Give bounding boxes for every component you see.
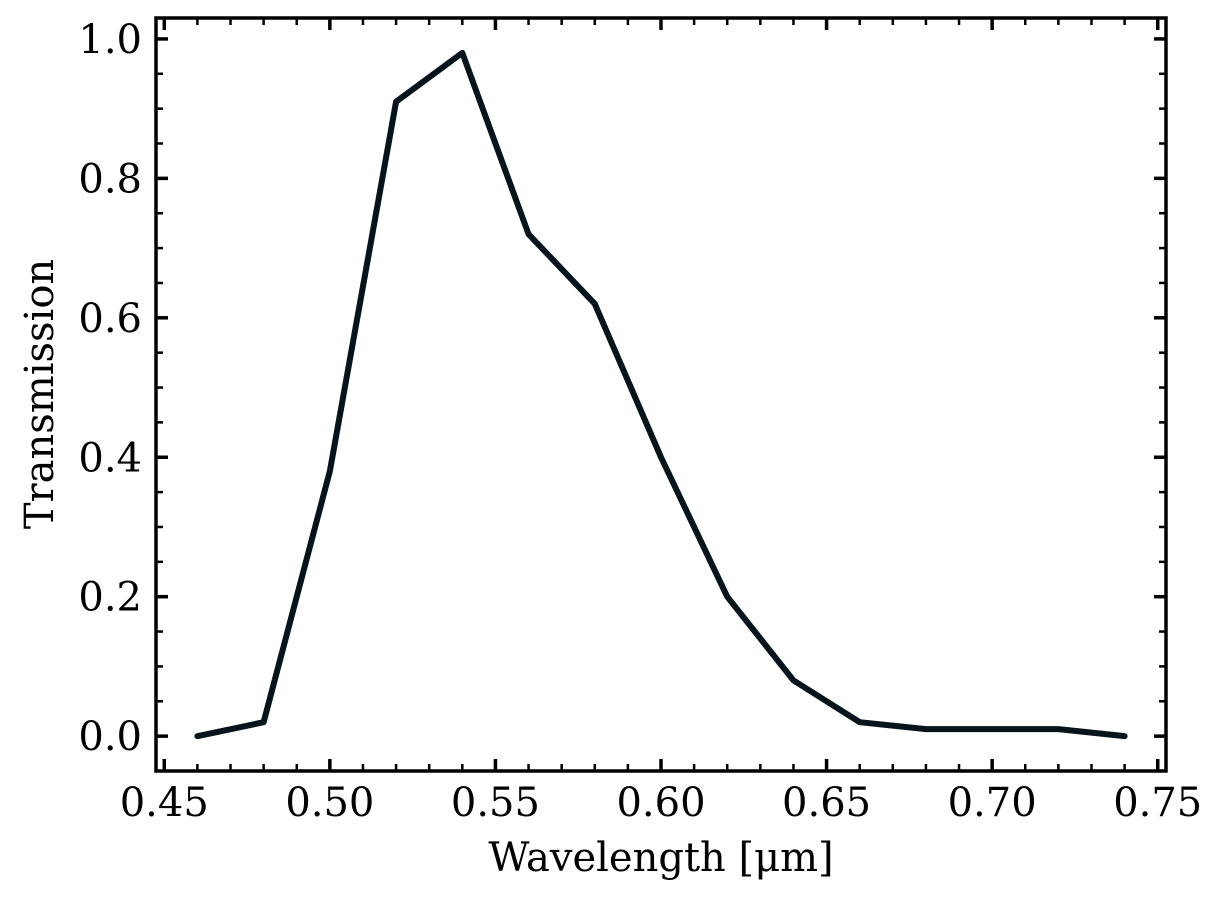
y-tick-label: 0.6 <box>78 296 142 342</box>
y-tick-label: 0.8 <box>78 156 142 202</box>
y-tick-label: 1.0 <box>78 17 142 63</box>
x-tick-label: 0.55 <box>451 780 540 826</box>
x-axis-label: Wavelength [μm] <box>488 835 833 881</box>
y-axis-label: Transmission <box>17 259 63 529</box>
x-tick-label: 0.70 <box>948 780 1037 826</box>
ticks-layer <box>156 18 1166 771</box>
y-tick-labels: 0.0 0.2 0.4 0.6 0.8 1.0 <box>78 17 142 760</box>
x-tick-label: 0.75 <box>1113 780 1202 826</box>
y-tick-label: 0.2 <box>78 575 142 621</box>
transmission-series-line <box>194 49 1128 740</box>
x-tick-labels: 0.45 0.50 0.55 0.60 0.65 0.70 0.75 <box>120 780 1203 826</box>
series-layer <box>194 49 1128 740</box>
x-tick-label: 0.60 <box>616 780 705 826</box>
y-tick-label: 0.4 <box>78 435 142 481</box>
plot-frame <box>154 16 1168 773</box>
y-tick-label: 0.0 <box>78 714 142 760</box>
x-tick-label: 0.65 <box>782 780 871 826</box>
x-tick-label: 0.45 <box>120 780 209 826</box>
x-tick-label: 0.50 <box>285 780 374 826</box>
